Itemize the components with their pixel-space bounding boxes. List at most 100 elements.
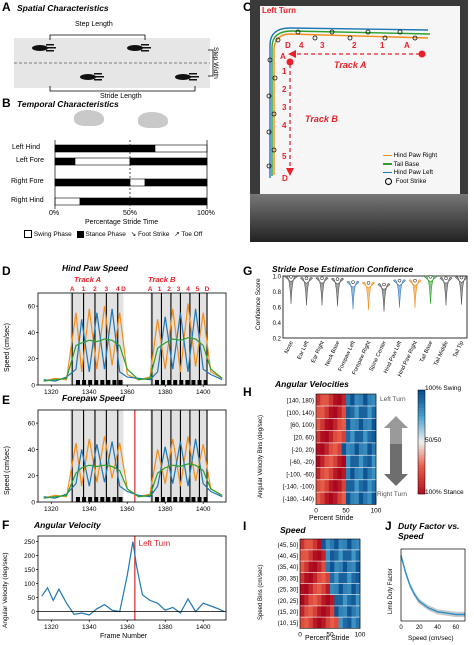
x-tick-label: 1360 <box>120 389 135 396</box>
x-tick-label: 1380 <box>158 624 173 631</box>
stance-block <box>88 497 93 502</box>
heatmap-cell <box>354 394 360 406</box>
heatmap-cell <box>346 492 351 505</box>
heatmap-cell <box>308 572 314 584</box>
heatmap-cell <box>300 583 305 595</box>
heatmap-cell <box>338 561 344 572</box>
heatmap-cell <box>308 550 314 561</box>
colorbar-cell <box>418 481 425 484</box>
heatmap-cell <box>308 606 314 617</box>
heatmap-cell <box>367 467 373 480</box>
h-cbar-mid: 50/50 <box>425 437 442 444</box>
colorbar-cell <box>418 429 425 432</box>
stance-block <box>112 380 117 385</box>
heatmap-cell <box>330 550 335 561</box>
heatmap-cell <box>358 480 364 492</box>
heatmap-cell <box>371 406 377 418</box>
b-tick-100: 100% <box>197 210 215 217</box>
heatmap-cell <box>367 480 373 492</box>
heatmap-cell <box>333 430 338 443</box>
heatmap-cell <box>342 595 348 606</box>
heatmap-cell <box>358 406 364 418</box>
median-dot <box>444 276 448 281</box>
series-line <box>41 541 225 616</box>
stance-block <box>185 380 190 385</box>
x-tick-label: 0 <box>314 508 318 515</box>
left-fore-label: Left Fore <box>16 157 45 164</box>
series-line <box>43 463 223 499</box>
heatmap-cell <box>304 617 309 628</box>
colorbar-cell <box>418 392 425 396</box>
duty-factor-chart: 0 20 40 60 <box>399 548 466 631</box>
heatmap-cell <box>346 455 351 468</box>
forepaw-speed-chart: 0 20 40 60 1320 1340 1360 1380 1400 <box>28 409 227 513</box>
legend-foot-strike: Foot Strike <box>137 231 170 238</box>
mouse-icon <box>138 112 168 128</box>
heatmap-cell <box>350 467 355 480</box>
x-tick-label: 0 <box>298 632 302 637</box>
x-tick-label: 1400 <box>196 506 211 513</box>
heatmap-cell <box>341 430 347 443</box>
heatmap-cell <box>324 480 330 492</box>
x-tick-label: 1340 <box>82 624 97 631</box>
x-tick-label: 1320 <box>44 506 59 513</box>
colorbar-cell <box>418 426 425 430</box>
track-b-region <box>150 293 208 385</box>
j-ylabel: Limb Duty Factor <box>388 568 394 614</box>
right-hind-label: Right Hind <box>11 197 44 204</box>
heatmap-cell <box>347 617 352 628</box>
violin <box>393 279 406 308</box>
heatmap-cell <box>363 467 368 480</box>
heatmap-cell <box>346 418 351 431</box>
heatmap-cell <box>320 430 325 443</box>
foot-strike-icon: ↘ <box>130 231 137 238</box>
heatmap-cell <box>312 583 318 595</box>
heatmap-cell <box>337 406 343 418</box>
heatmap-cell <box>325 561 331 572</box>
colorbar-cell <box>418 439 425 443</box>
heatmap-cell <box>316 455 321 468</box>
heatmap-cell <box>312 595 318 606</box>
heatmap-cell <box>338 606 344 617</box>
heatmap-cell <box>367 443 373 455</box>
c-a-marker-2: 2 <box>352 41 357 50</box>
legend-row: Tail Base <box>383 161 437 170</box>
x-tick-label: 100 <box>355 632 366 637</box>
heatmap-cell <box>363 492 368 505</box>
heatmap-cell <box>334 606 339 617</box>
heatmap-cell <box>355 572 361 584</box>
heatmap-cell <box>351 550 357 561</box>
heatmap-cell <box>317 550 322 561</box>
stance-block <box>88 380 93 385</box>
panel-d-letter: D <box>2 264 11 278</box>
violin <box>377 283 391 312</box>
row-label: [140, 180) <box>287 399 314 405</box>
heatmap-cell <box>321 595 327 606</box>
legend-stance: Stance Phase <box>85 231 126 238</box>
confidence-violin-chart: 0.2 0.4 0.6 0.8 1.0 Nose Ear Left Ear RightNeck… <box>273 275 468 378</box>
heatmap-cell <box>312 572 318 584</box>
heatmap-cell <box>337 430 343 443</box>
heatmap-cell <box>354 443 360 455</box>
heatmap-cell <box>316 492 321 505</box>
y-tick-label: 0 <box>31 500 35 507</box>
heatmap-cell <box>328 467 334 480</box>
heatmap-cell <box>328 443 334 455</box>
heatmap-cell <box>338 595 344 606</box>
panel-c-letter: C <box>243 0 252 14</box>
heatmap-cell <box>325 595 331 606</box>
heatmap-cell <box>312 606 318 617</box>
heatmap-cell <box>367 430 373 443</box>
heatmap-cell <box>330 572 335 584</box>
b-tick-50: 50% <box>123 210 138 217</box>
panel-g-title: Stride Pose Estimation Confidence <box>272 264 414 274</box>
heatmap-cell <box>354 480 360 492</box>
heatmap-cell <box>320 480 325 492</box>
colorbar-cell <box>418 460 425 463</box>
heatmap-cell <box>337 467 343 480</box>
heatmap-cell <box>317 617 322 628</box>
heatmap-cell <box>317 583 322 595</box>
heatmap-cell <box>317 561 322 572</box>
panel-f-title: Angular Velocity <box>34 520 101 530</box>
colorbar-cell <box>418 423 425 427</box>
